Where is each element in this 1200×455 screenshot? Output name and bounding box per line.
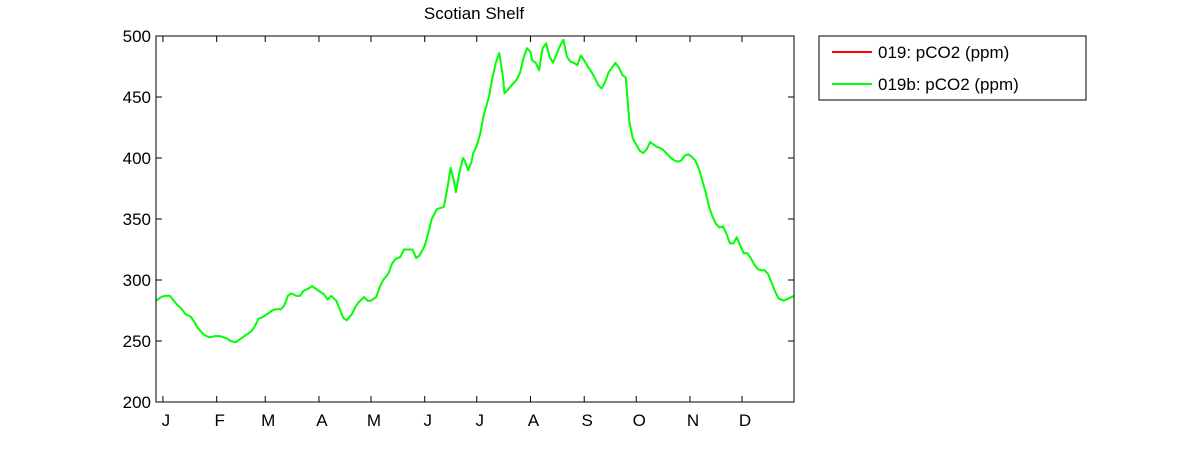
x-tick-label: J bbox=[475, 411, 484, 430]
x-tick-label: D bbox=[739, 411, 751, 430]
axes-frame bbox=[155, 35, 795, 403]
legend-label-2: 019b: pCO2 (ppm) bbox=[878, 75, 1019, 94]
y-tick-label: 450 bbox=[123, 88, 151, 107]
x-tick-label: S bbox=[582, 411, 593, 430]
series-line-2 bbox=[155, 38, 795, 344]
x-tick-label: A bbox=[316, 411, 328, 430]
plot-area bbox=[155, 38, 795, 344]
axes: 200 250 300 350 400 450 500 J F M A M J J A S O N D bbox=[123, 27, 795, 430]
x-tick-label: J bbox=[423, 411, 432, 430]
y-tick-label: 200 bbox=[123, 393, 151, 412]
chart-title: Scotian Shelf bbox=[424, 4, 524, 23]
x-tick-label: M bbox=[367, 411, 381, 430]
x-tick-label: J bbox=[162, 411, 171, 430]
y-tick-label: 350 bbox=[123, 210, 151, 229]
x-tick-label: O bbox=[633, 411, 646, 430]
x-tick-label: A bbox=[528, 411, 540, 430]
legend: 019: pCO2 (ppm) 019b: pCO2 (ppm) bbox=[818, 35, 1087, 101]
y-tick-label: 400 bbox=[123, 149, 151, 168]
y-tick-label: 250 bbox=[123, 332, 151, 351]
y-tick-label: 500 bbox=[123, 27, 151, 46]
x-tick-label: F bbox=[214, 411, 224, 430]
legend-label-1: 019: pCO2 (ppm) bbox=[878, 43, 1009, 62]
x-tick-label: M bbox=[261, 411, 275, 430]
y-tick-label: 300 bbox=[123, 271, 151, 290]
x-tick-label: N bbox=[687, 411, 699, 430]
legend-box bbox=[818, 35, 1087, 101]
